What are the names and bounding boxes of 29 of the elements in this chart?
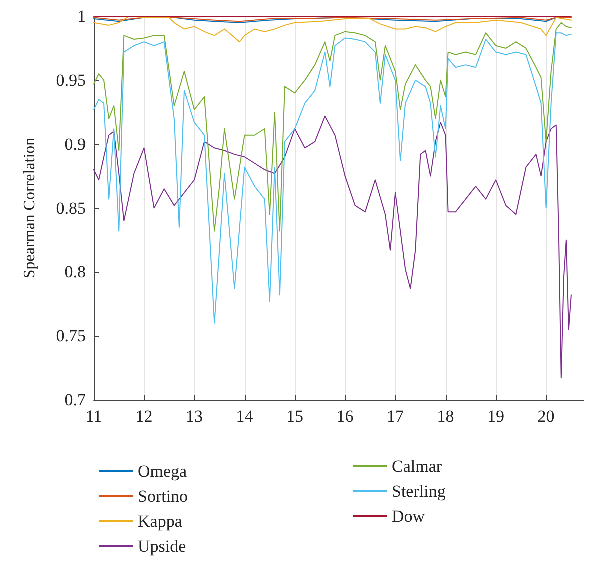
y-tick-label: 0.8 xyxy=(64,262,86,282)
x-tick-label: 11 xyxy=(86,407,102,426)
y-tick-label: 0.7 xyxy=(64,390,86,410)
line-series xyxy=(94,16,572,43)
x-tick-label: 17 xyxy=(387,407,405,426)
y-tick-label: 0.75 xyxy=(56,326,86,346)
legend-label: Sterling xyxy=(392,482,446,501)
y-tick-label: 0.9 xyxy=(64,134,86,154)
y-tick-label: 0.95 xyxy=(56,70,86,90)
x-tick-label: 16 xyxy=(336,407,354,426)
x-tick-label: 15 xyxy=(286,407,304,426)
x-tick-label: 13 xyxy=(186,407,204,426)
x-tick-label: 18 xyxy=(437,407,454,426)
x-tick-label: 14 xyxy=(236,407,254,426)
line-series xyxy=(94,22,572,232)
x-tick-label: 20 xyxy=(538,407,555,426)
legend-label: Calmar xyxy=(392,457,442,476)
y-axis-title: Spearman Correlation xyxy=(22,138,38,279)
x-tick-label: 12 xyxy=(136,407,153,426)
line-series xyxy=(94,116,572,379)
legend-label: Dow xyxy=(392,507,426,526)
y-tick-label: 0.85 xyxy=(56,198,86,218)
legend-label: Sortino xyxy=(138,487,188,506)
legend-label: Omega xyxy=(138,462,188,481)
legend-label: Upside xyxy=(138,537,186,556)
x-tick-label: 19 xyxy=(488,407,505,426)
y-tick-label: 1 xyxy=(78,7,86,26)
legend-label: Kappa xyxy=(138,512,183,531)
line-series xyxy=(94,32,572,324)
